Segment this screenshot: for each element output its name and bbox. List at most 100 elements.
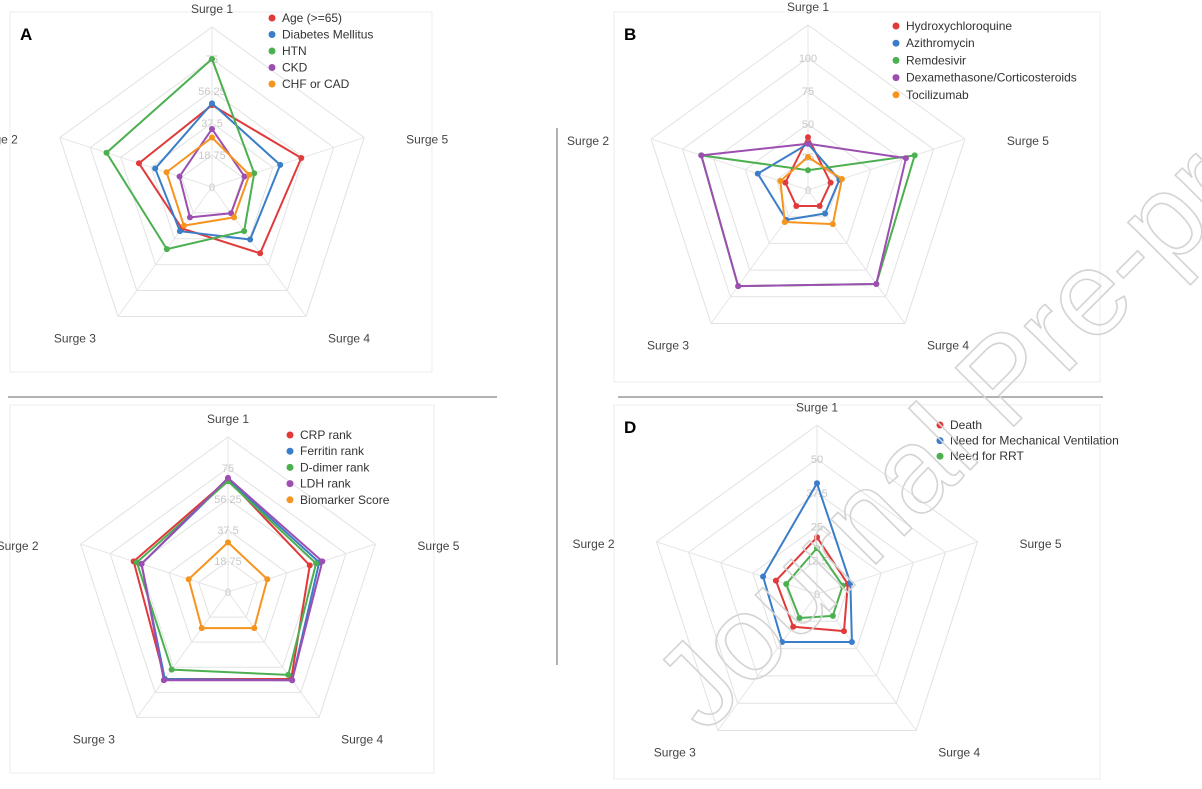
- legend-label: CKD: [282, 61, 308, 75]
- series-line: [132, 478, 311, 680]
- legend-marker: [936, 421, 944, 429]
- axis-label: Surge 1: [191, 2, 233, 16]
- grid-ring: [713, 90, 903, 271]
- legend-label: D-dimer rank: [300, 460, 370, 474]
- series-line: [762, 482, 853, 644]
- series-point: [185, 576, 192, 583]
- series-point: [814, 545, 820, 552]
- series-point: [168, 666, 175, 673]
- axis-label: Surge 1: [207, 412, 249, 426]
- axis-label: Surge 2: [567, 134, 609, 148]
- legend-marker: [268, 64, 276, 71]
- series-point: [772, 577, 779, 584]
- series-point: [847, 580, 854, 587]
- series-point: [848, 639, 855, 646]
- tick-label: 56.25: [198, 86, 226, 98]
- axis-label: Surge 4: [328, 331, 370, 345]
- series-point: [246, 171, 253, 178]
- axis-label: Surge 5: [406, 133, 448, 147]
- series-point: [838, 175, 845, 182]
- series-point: [251, 625, 258, 632]
- grid-ring: [752, 525, 882, 650]
- series-point: [209, 125, 215, 132]
- legend-label: Age (>=65): [282, 11, 342, 25]
- legend-label: Need for RRT: [950, 449, 1024, 463]
- tick-label: 50: [811, 454, 823, 466]
- series-point: [306, 562, 313, 569]
- legend-marker: [892, 39, 900, 47]
- series-point: [902, 155, 909, 162]
- legend-marker: [286, 480, 294, 488]
- tick-label: 100: [799, 53, 817, 65]
- tick-label: 18.75: [198, 150, 226, 162]
- legend-label: Tocilizumab: [906, 88, 969, 102]
- series-point: [781, 219, 788, 226]
- grid-ring: [655, 424, 979, 732]
- series-point: [180, 222, 187, 229]
- legend-marker: [892, 74, 900, 82]
- legend-label: Ferritin rank: [300, 444, 365, 458]
- series-point: [176, 228, 183, 235]
- tick-label: 75: [222, 463, 234, 475]
- series-point: [814, 480, 820, 487]
- axis-label: Surge 2: [572, 537, 614, 551]
- legend-label: CHF or CAD: [282, 77, 350, 91]
- watermark-text: Journal Pre-proof: [629, 3, 1202, 754]
- series-point: [790, 623, 797, 630]
- legend-marker: [936, 437, 944, 445]
- series-line: [154, 102, 282, 241]
- legend-marker: [892, 56, 900, 64]
- tick-label: 12.5: [806, 555, 827, 567]
- grid-spoke: [807, 138, 966, 191]
- legend-marker: [286, 447, 294, 455]
- axis-label: Surge 5: [417, 539, 459, 553]
- axis-label: Surge 4: [927, 338, 969, 352]
- axis-label: Surge 3: [73, 732, 115, 746]
- series-line: [140, 476, 324, 682]
- grid-ring: [59, 26, 365, 317]
- series-point: [840, 628, 847, 635]
- series-point: [209, 56, 215, 62]
- series-point: [319, 558, 326, 565]
- series-point: [814, 534, 820, 541]
- axis-label: Surge 3: [54, 331, 96, 345]
- series-point: [805, 134, 811, 141]
- tick-label: 50: [802, 119, 814, 131]
- legend-label: HTN: [282, 44, 307, 58]
- series-point: [816, 203, 823, 210]
- series-point: [805, 167, 811, 174]
- series-point: [735, 283, 742, 290]
- tick-label: 0: [814, 589, 820, 601]
- axis-label: Surge 3: [647, 338, 689, 352]
- grid-ring: [109, 467, 347, 693]
- tick-label: 0: [209, 182, 215, 194]
- grid-ring: [120, 90, 304, 266]
- tick-label: 37.5: [201, 118, 222, 130]
- grid-ring: [688, 458, 946, 704]
- legend-label: Dexamethasone/Corticosteroids: [906, 71, 1077, 85]
- series-line: [105, 58, 256, 251]
- axis-label: Surge 2: [0, 133, 18, 147]
- series-line: [700, 142, 907, 288]
- series-point: [839, 582, 846, 589]
- series-point: [873, 280, 880, 287]
- panel-letter: A: [20, 25, 32, 44]
- series-point: [277, 161, 284, 168]
- series-point: [152, 165, 159, 172]
- grid-ring: [720, 492, 914, 677]
- grid-spoke: [80, 543, 229, 593]
- radar-panel: 0 18.75 37.5 56.25 75 Surge 1 Surge 5 Surge 4 Su…: [0, 404, 460, 774]
- grid-spoke: [211, 137, 365, 188]
- series-point: [796, 615, 803, 622]
- legend-marker: [268, 31, 276, 38]
- panel-frame: [613, 404, 1101, 780]
- series-line: [784, 136, 832, 208]
- grid-ring: [681, 57, 935, 298]
- series-line: [137, 104, 303, 255]
- grid-ring: [89, 58, 335, 292]
- axis-label: Surge 2: [0, 539, 39, 553]
